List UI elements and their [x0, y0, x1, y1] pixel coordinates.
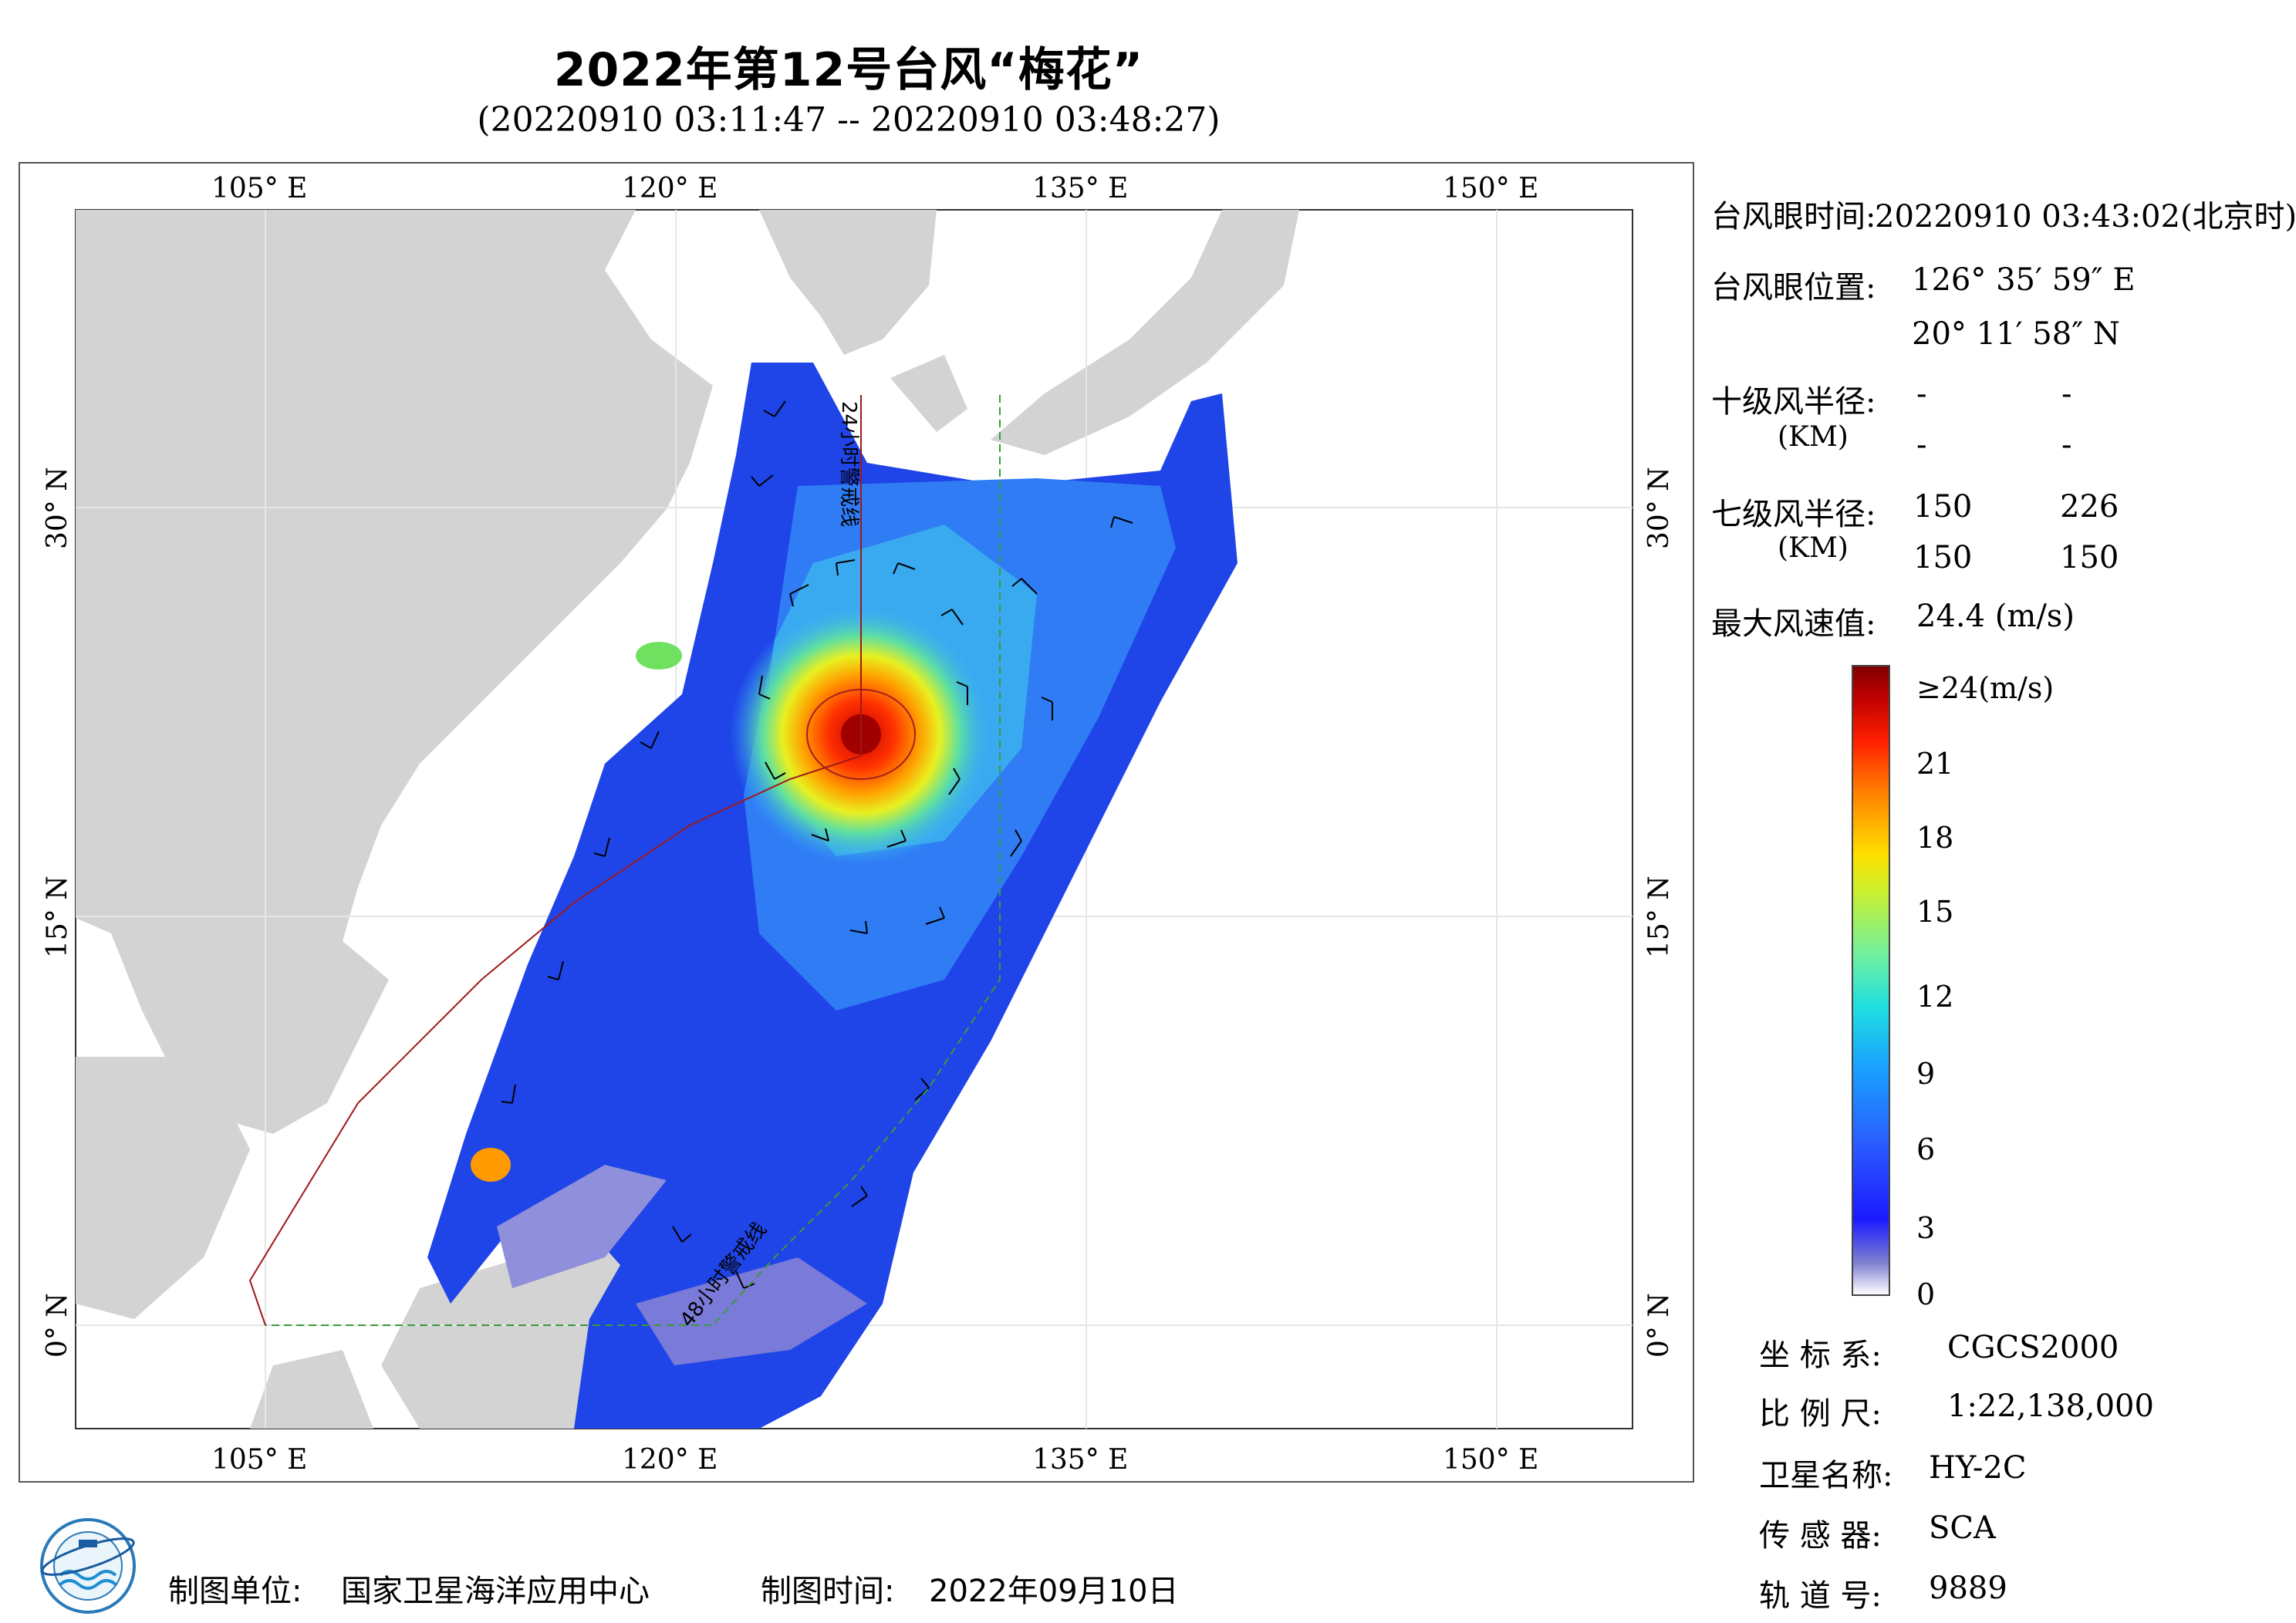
warning-line-24h-label: 24小时警戒线 — [837, 401, 860, 527]
lat-label-left-15: 15° N — [42, 876, 73, 958]
r7-value-4: 150 — [2060, 540, 2119, 575]
r10-label: 十级风半径: — [1711, 384, 1876, 420]
crs-label: 坐 标 系: — [1759, 1338, 1882, 1373]
japan — [991, 210, 1299, 455]
legend-tick-15: 15 — [1916, 895, 1954, 929]
wind-barbs — [501, 400, 1133, 1289]
date-label: 制图时间: — [761, 1574, 895, 1609]
sumatra — [250, 1350, 373, 1429]
orbit-value: 9889 — [1929, 1571, 2007, 1606]
lon-label-top-120: 120° E — [622, 173, 718, 204]
lon-label-top-150: 150° E — [1443, 173, 1539, 204]
crs-value: CGCS2000 — [1947, 1330, 2119, 1365]
legend-tick-18: 18 — [1916, 821, 1954, 855]
legend-tick-21: 21 — [1916, 747, 1954, 781]
legend-title: ≥24(m/s) — [1916, 671, 2055, 705]
date-value: 2022年09月10日 — [929, 1574, 1179, 1609]
lon-label-bottom-105: 105° E — [211, 1444, 308, 1476]
producer-label: 制图单位: — [168, 1574, 302, 1609]
page-title: 2022年第12号台风“梅花” — [553, 43, 1144, 97]
max-wind-label: 最大风速值: — [1711, 606, 1876, 642]
warning-line-48h — [265, 395, 1001, 1326]
eye-latitude: 20° 11′ 58″ N — [1912, 316, 2120, 352]
orbit-label: 轨 道 号: — [1759, 1578, 1882, 1614]
lon-label-bottom-150: 150° E — [1443, 1444, 1539, 1476]
china-mainland — [76, 210, 713, 1134]
satellite-value: HY-2C — [1929, 1450, 2027, 1486]
eye-time-label: 台风眼时间: — [1711, 199, 1876, 235]
eye-time-value: 20220910 03:43:02(北京时) — [1875, 199, 2296, 235]
korea-north — [759, 210, 937, 355]
r10-value-1: - — [1916, 376, 1927, 412]
legend-tick-6: 6 — [1916, 1132, 1936, 1166]
warning-lines — [248, 395, 1001, 1326]
lon-label-bottom-120: 120° E — [622, 1444, 718, 1476]
lon-label-top-135: 135° E — [1032, 173, 1129, 204]
r7-label: 七级风半径: — [1711, 497, 1876, 532]
r10-value-3: - — [1916, 427, 1927, 463]
r10-value-4: - — [2061, 427, 2072, 463]
sensor-value: SCA — [1929, 1510, 1996, 1546]
lon-label-bottom-135: 135° E — [1032, 1444, 1129, 1476]
eye-position-label: 台风眼位置: — [1711, 270, 1876, 305]
legend-tick-12: 12 — [1916, 980, 1954, 1014]
wind-field-map[interactable]: 24小时警戒线 48小时警戒线 — [19, 162, 1694, 1483]
time-range-subtitle: (20220910 03:11:47 -- 20220910 03:48:27) — [477, 100, 1221, 140]
lat-label-right-0: 0° N — [1643, 1293, 1675, 1358]
nsoas-logo — [40, 1518, 136, 1614]
legend-tick-3: 3 — [1916, 1211, 1936, 1245]
lat-label-right-15: 15° N — [1643, 876, 1675, 958]
lat-label-right-30: 30° N — [1643, 467, 1675, 549]
indochina — [76, 1057, 250, 1319]
wind-speed-colorbar — [1852, 665, 1890, 1296]
warning-line-24h — [248, 395, 862, 1326]
r7-value-1: 150 — [1913, 489, 1973, 525]
lat-label-left-0: 0° N — [42, 1293, 73, 1358]
lon-label-top-105: 105° E — [211, 173, 308, 204]
satellite-label: 卫星名称: — [1759, 1458, 1893, 1493]
map-frame — [19, 162, 1694, 1483]
scale-value: 1:22,138,000 — [1947, 1388, 2154, 1424]
legend-tick-0: 0 — [1916, 1277, 1936, 1311]
r10-unit: (KM) — [1778, 421, 1849, 453]
max-wind-value: 24.4 (m/s) — [1916, 599, 2075, 634]
sensor-label: 传 感 器: — [1759, 1518, 1882, 1554]
lat-label-left-30: 30° N — [42, 467, 73, 549]
legend-tick-9: 9 — [1916, 1057, 1936, 1091]
wind-swath — [427, 363, 1237, 1429]
korea-south — [890, 355, 967, 432]
r7-unit: (KM) — [1778, 532, 1849, 564]
eye-longitude: 126° 35′ 59″ E — [1912, 262, 2136, 298]
r7-value-3: 150 — [1913, 540, 1973, 575]
producer-value: 国家卫星海洋应用中心 — [341, 1574, 650, 1609]
scale-label: 比 例 尺: — [1759, 1396, 1882, 1432]
r10-value-2: - — [2061, 376, 2072, 412]
r7-value-2: 226 — [2060, 489, 2119, 525]
